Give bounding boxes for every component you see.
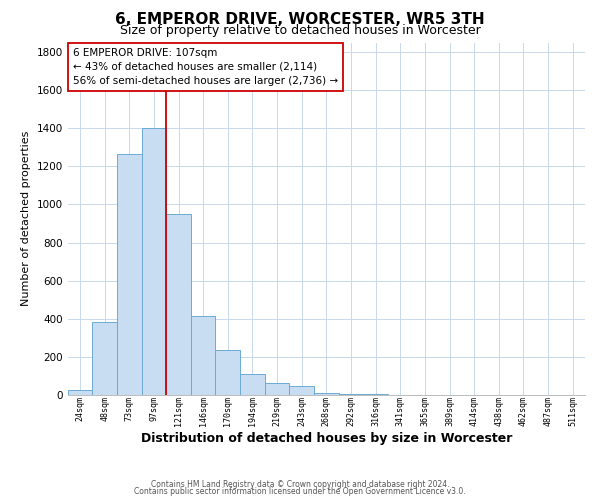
Bar: [117, 154, 142, 395]
Bar: [215, 350, 240, 395]
X-axis label: Distribution of detached houses by size in Worcester: Distribution of detached houses by size …: [140, 432, 512, 445]
Bar: [265, 382, 289, 395]
Text: Size of property relative to detached houses in Worcester: Size of property relative to detached ho…: [119, 24, 481, 37]
Text: 6 EMPEROR DRIVE: 107sqm
← 43% of detached houses are smaller (2,114)
56% of semi: 6 EMPEROR DRIVE: 107sqm ← 43% of detache…: [73, 48, 338, 86]
Y-axis label: Number of detached properties: Number of detached properties: [21, 131, 31, 306]
Bar: [166, 214, 191, 395]
Bar: [92, 322, 117, 395]
Bar: [68, 390, 92, 395]
Text: Contains public sector information licensed under the Open Government Licence v3: Contains public sector information licen…: [134, 488, 466, 496]
Text: 6, EMPEROR DRIVE, WORCESTER, WR5 3TH: 6, EMPEROR DRIVE, WORCESTER, WR5 3TH: [115, 12, 485, 26]
Bar: [191, 316, 215, 395]
Bar: [363, 394, 388, 395]
Bar: [338, 394, 363, 395]
Text: Contains HM Land Registry data © Crown copyright and database right 2024.: Contains HM Land Registry data © Crown c…: [151, 480, 449, 489]
Bar: [240, 374, 265, 395]
Bar: [314, 393, 338, 395]
Bar: [289, 386, 314, 395]
Bar: [142, 128, 166, 395]
